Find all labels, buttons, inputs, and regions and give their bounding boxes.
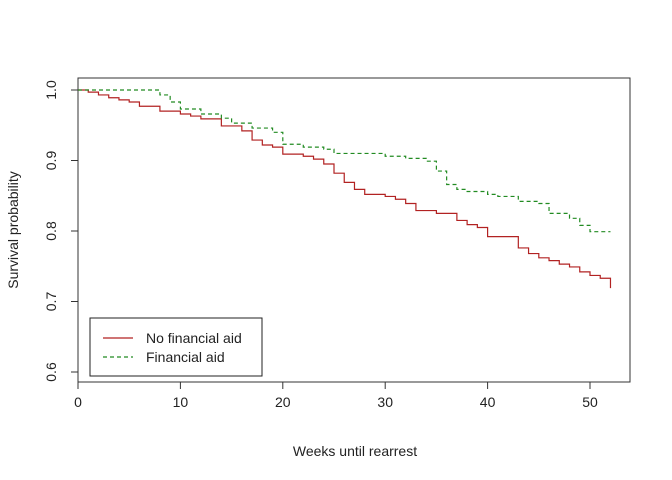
y-tick-label: 0.6 bbox=[43, 362, 59, 382]
series-layer bbox=[78, 89, 612, 289]
y-tick-label: 0.9 bbox=[43, 151, 59, 171]
series-line-no-financial-aid bbox=[78, 89, 612, 289]
y-tick-label: 1.0 bbox=[43, 80, 59, 100]
x-tick-label: 10 bbox=[173, 394, 189, 410]
x-tick-label: 20 bbox=[275, 394, 291, 410]
legend-label-financial-aid: Financial aid bbox=[146, 349, 225, 365]
x-axis: 0 10 20 30 40 50 bbox=[74, 382, 598, 410]
series-line-financial-aid bbox=[78, 89, 611, 233]
y-axis-title: Survival probability bbox=[5, 171, 21, 289]
y-tick-label: 0.7 bbox=[43, 292, 59, 312]
y-axis: 0.6 0.7 0.8 0.9 1.0 bbox=[43, 80, 78, 382]
legend-label-no-financial-aid: No financial aid bbox=[146, 330, 242, 346]
x-tick-label: 0 bbox=[74, 394, 82, 410]
x-tick-label: 40 bbox=[480, 394, 496, 410]
legend: No financial aid Financial aid bbox=[89, 317, 263, 377]
x-axis-title: Weeks until rearrest bbox=[293, 443, 417, 459]
y-tick-label: 0.8 bbox=[43, 221, 59, 241]
x-tick-label: 30 bbox=[377, 394, 393, 410]
legend-box bbox=[89, 317, 263, 377]
x-tick-label: 50 bbox=[582, 394, 598, 410]
plot-frame bbox=[77, 77, 631, 383]
